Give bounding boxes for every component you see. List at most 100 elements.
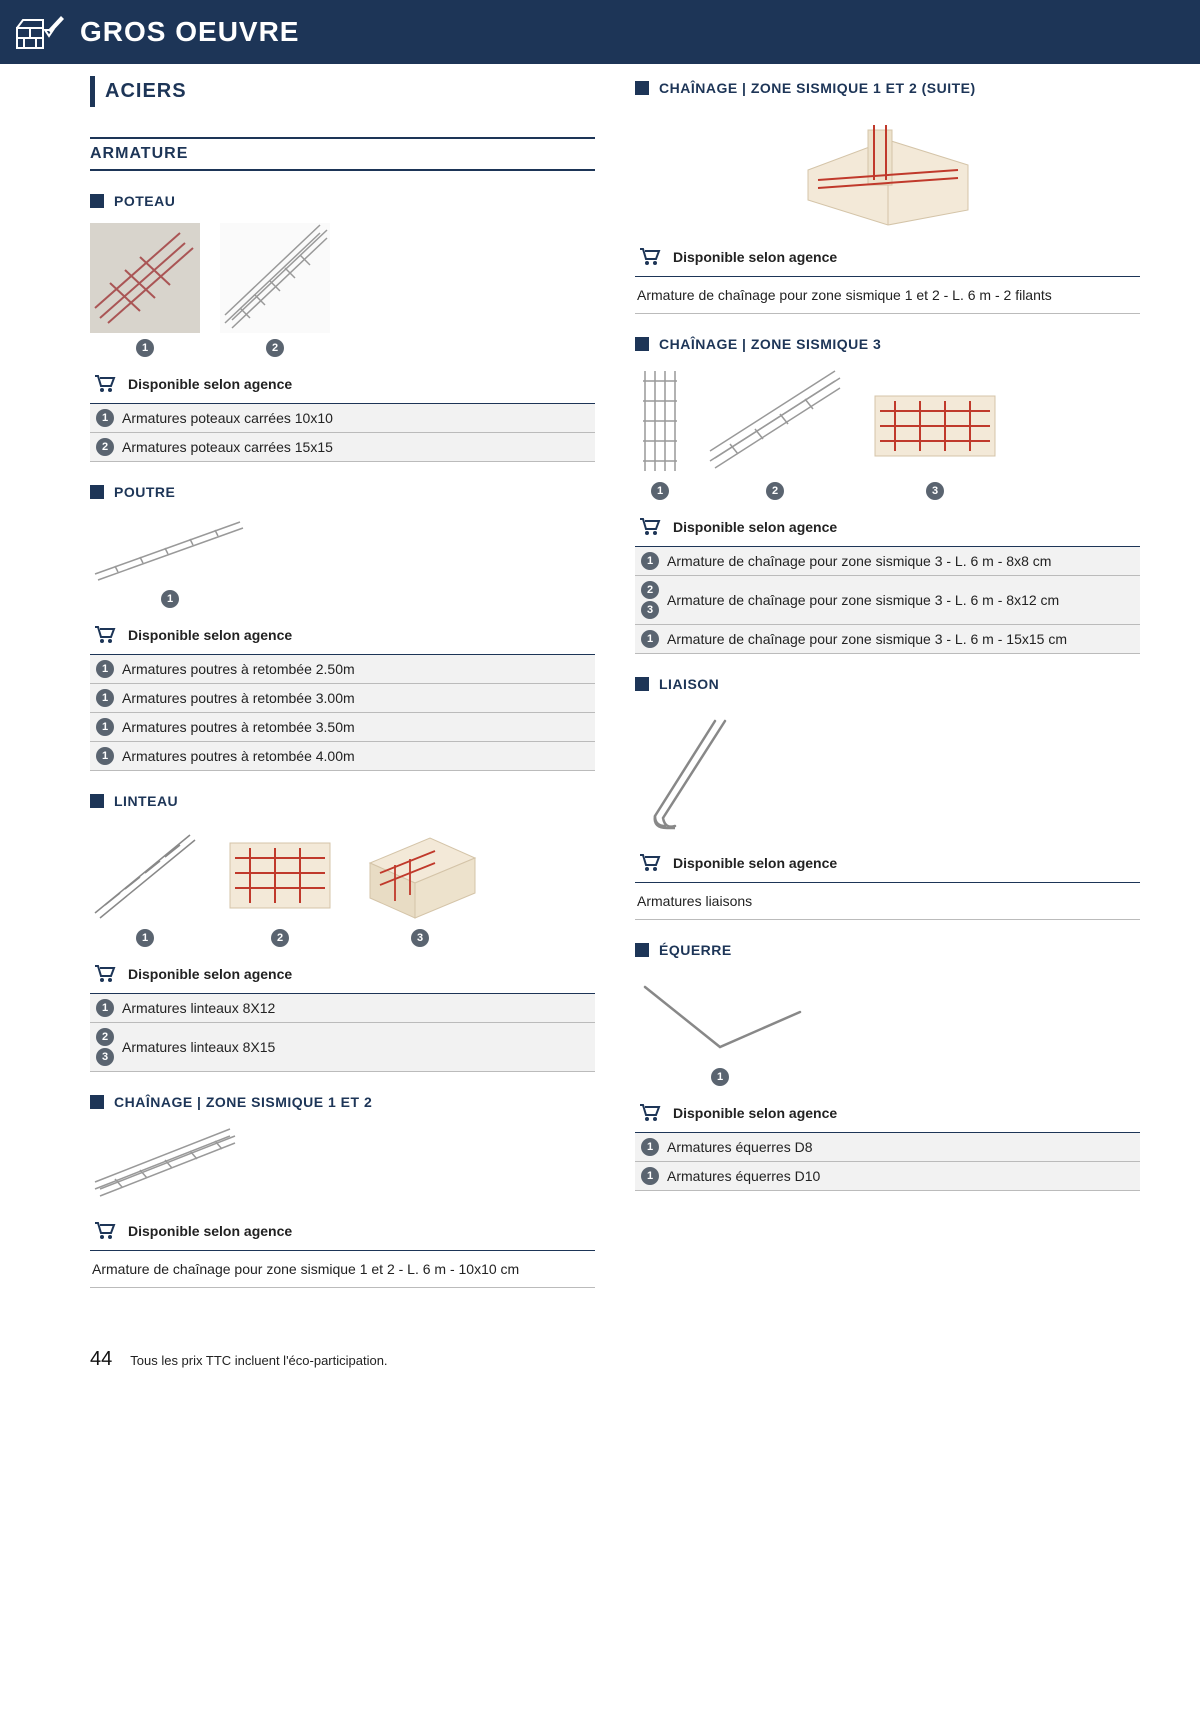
block-poutre-title: POUTRE bbox=[90, 484, 595, 500]
equerre-items: 1 Armatures équerres D8 1 Armatures équerr… bbox=[635, 1133, 1140, 1191]
cart-icon bbox=[639, 854, 661, 872]
block-title-text: CHAÎNAGE | ZONE SISMIQUE 1 ET 2 (SUITE) bbox=[659, 80, 976, 96]
cart-icon bbox=[639, 1104, 661, 1122]
image-badge: 3 bbox=[926, 482, 944, 500]
availability-row: Disponible selon agence bbox=[635, 246, 1140, 277]
list-item: 1 Armatures poutres à retombée 4.00m bbox=[90, 742, 595, 771]
availability-row: Disponible selon agence bbox=[635, 852, 1140, 883]
chainage12-images bbox=[90, 1124, 595, 1204]
item-badge: 1 bbox=[96, 409, 114, 427]
availability-text: Disponible selon agence bbox=[128, 1223, 292, 1239]
item-badge: 2 bbox=[96, 1028, 114, 1046]
image-badge: 2 bbox=[266, 339, 284, 357]
block-title-text: CHAÎNAGE | ZONE SISMIQUE 3 bbox=[659, 336, 881, 352]
item-label: Armatures poutres à retombée 2.50m bbox=[122, 661, 355, 677]
poutre-items: 1Armatures poutres à retombée 2.50m 1Arm… bbox=[90, 655, 595, 771]
item-label: Armatures équerres D10 bbox=[667, 1168, 820, 1184]
availability-row: Disponible selon agence bbox=[90, 624, 595, 655]
availability-text: Disponible selon agence bbox=[673, 519, 837, 535]
item-label: Armature de chaînage pour zone sismique … bbox=[667, 553, 1051, 569]
image-badge: 2 bbox=[766, 482, 784, 500]
page-header: GROS OEUVRE bbox=[0, 0, 1200, 64]
chainage12suite-desc: Armature de chaînage pour zone sismique … bbox=[635, 281, 1140, 314]
item-label: Armatures équerres D8 bbox=[667, 1139, 813, 1155]
list-item: 1Armatures poutres à retombée 3.00m bbox=[90, 684, 595, 713]
product-image: 3 bbox=[865, 366, 1005, 500]
item-label: Armature de chaînage pour zone sismique … bbox=[667, 592, 1059, 608]
product-image: 1 bbox=[635, 972, 805, 1086]
availability-row: Disponible selon agence bbox=[90, 1220, 595, 1251]
poutre-images: 1 bbox=[90, 514, 595, 608]
page-number: 44 bbox=[90, 1348, 112, 1371]
list-item: 1 Armatures linteaux 8X12 bbox=[90, 994, 595, 1023]
poteau-images: 1 2 bbox=[90, 223, 595, 357]
chainage3-images: 1 2 3 bbox=[635, 366, 1140, 500]
block-title-text: LINTEAU bbox=[114, 793, 178, 809]
left-column: ACIERS ARMATURE POTEAU 1 2 bbox=[90, 76, 595, 1288]
liaison-images bbox=[635, 706, 1140, 836]
block-equerre-title: ÉQUERRE bbox=[635, 942, 1140, 958]
square-bullet-icon bbox=[90, 794, 104, 808]
item-label: Armatures poutres à retombée 4.00m bbox=[122, 748, 355, 764]
product-image bbox=[90, 1124, 240, 1204]
item-label: Armatures linteaux 8X12 bbox=[122, 1000, 275, 1016]
product-image: 1 bbox=[90, 514, 250, 608]
item-badge: 1 bbox=[96, 747, 114, 765]
product-image: 2 bbox=[220, 223, 330, 357]
liaison-desc: Armatures liaisons bbox=[635, 887, 1140, 920]
image-badge: 1 bbox=[161, 590, 179, 608]
item-badge: 1 bbox=[96, 718, 114, 736]
list-item: 1 Armatures équerres D8 bbox=[635, 1133, 1140, 1162]
availability-row: Disponible selon agence bbox=[90, 373, 595, 404]
item-label: Armatures poteaux carrées 15x15 bbox=[122, 439, 333, 455]
image-badge: 1 bbox=[711, 1068, 729, 1086]
footer-note: Tous les prix TTC incluent l'éco-partici… bbox=[130, 1353, 387, 1368]
item-badge: 1 bbox=[96, 660, 114, 678]
chainage12suite-images bbox=[635, 110, 1140, 230]
square-bullet-icon bbox=[635, 81, 649, 95]
cart-icon bbox=[94, 375, 116, 393]
item-badge: 3 bbox=[641, 601, 659, 619]
item-badge: 2 bbox=[641, 581, 659, 599]
header-construction-icon bbox=[0, 10, 80, 54]
cart-icon bbox=[94, 626, 116, 644]
image-badge: 2 bbox=[271, 929, 289, 947]
chainage12-desc: Armature de chaînage pour zone sismique … bbox=[90, 1255, 595, 1288]
page-footer: 44 Tous les prix TTC incluent l'éco-part… bbox=[0, 1318, 1200, 1391]
list-item: 2 3 Armature de chaînage pour zone sismi… bbox=[635, 576, 1140, 625]
product-image bbox=[635, 706, 795, 836]
item-badge: 3 bbox=[96, 1048, 114, 1066]
availability-text: Disponible selon agence bbox=[128, 627, 292, 643]
item-badge: 1 bbox=[641, 1167, 659, 1185]
availability-text: Disponible selon agence bbox=[128, 376, 292, 392]
square-bullet-icon bbox=[635, 677, 649, 691]
cart-icon bbox=[94, 965, 116, 983]
block-liaison-title: LIAISON bbox=[635, 676, 1140, 692]
list-item: 1Armatures poteaux carrées 10x10 bbox=[90, 404, 595, 433]
block-poteau-title: POTEAU bbox=[90, 193, 595, 209]
list-item: 2 3 Armatures linteaux 8X15 bbox=[90, 1023, 595, 1072]
item-badge: 1 bbox=[96, 999, 114, 1017]
list-item: 1 Armature de chaînage pour zone sismiqu… bbox=[635, 625, 1140, 654]
item-badge: 1 bbox=[641, 1138, 659, 1156]
list-item: 1 Armatures équerres D10 bbox=[635, 1162, 1140, 1191]
image-badge: 1 bbox=[136, 339, 154, 357]
item-badge: 1 bbox=[641, 552, 659, 570]
equerre-images: 1 bbox=[635, 972, 1140, 1086]
linteau-images: 1 2 3 bbox=[90, 823, 595, 947]
availability-row: Disponible selon agence bbox=[635, 1102, 1140, 1133]
availability-text: Disponible selon agence bbox=[673, 249, 837, 265]
availability-text: Disponible selon agence bbox=[673, 1105, 837, 1121]
right-column: CHAÎNAGE | ZONE SISMIQUE 1 ET 2 (SUITE) … bbox=[635, 76, 1140, 1288]
block-chainage12suite-title: CHAÎNAGE | ZONE SISMIQUE 1 ET 2 (SUITE) bbox=[635, 80, 1140, 96]
availability-row: Disponible selon agence bbox=[635, 516, 1140, 547]
list-item: 1 Armature de chaînage pour zone sismiqu… bbox=[635, 547, 1140, 576]
product-image: 1 bbox=[90, 223, 200, 357]
item-label: Armatures linteaux 8X15 bbox=[122, 1039, 275, 1055]
image-badge: 1 bbox=[136, 929, 154, 947]
item-badge: 1 bbox=[641, 630, 659, 648]
square-bullet-icon bbox=[90, 194, 104, 208]
image-badge: 3 bbox=[411, 929, 429, 947]
square-bullet-icon bbox=[90, 1095, 104, 1109]
block-title-text: POTEAU bbox=[114, 193, 175, 209]
